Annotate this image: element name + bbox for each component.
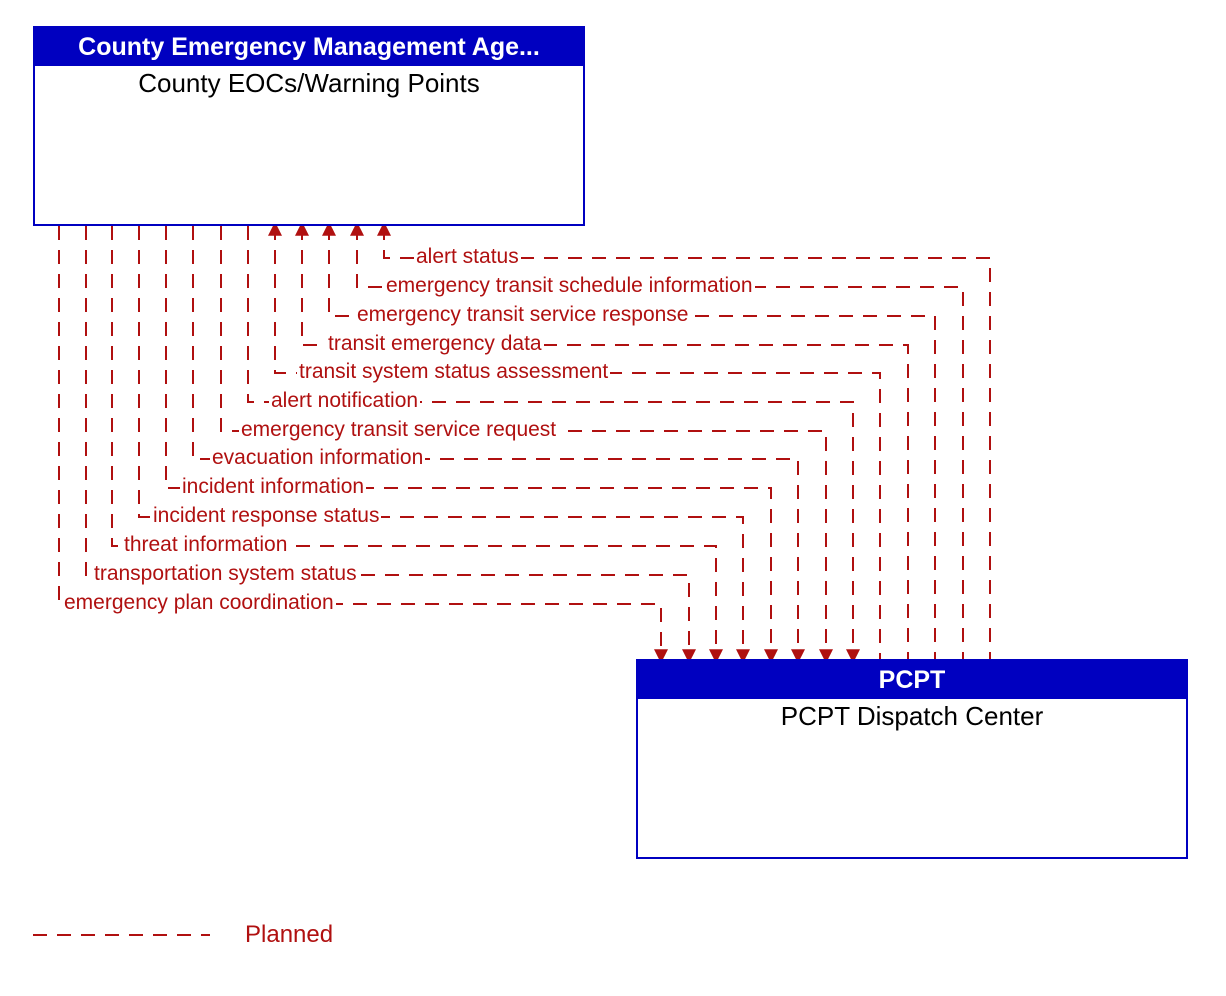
node-county-eoc: County Emergency Management Age... Count…	[33, 26, 585, 226]
flow-label: alert status	[414, 246, 521, 267]
flow-label: evacuation information	[210, 447, 425, 468]
node-county-eoc-body: County EOCs/Warning Points	[35, 66, 583, 101]
flow-label: emergency transit service response	[355, 304, 690, 325]
flow-label: incident response status	[151, 505, 381, 526]
flow-label: emergency transit service request	[239, 419, 558, 440]
flow-label: alert notification	[269, 390, 420, 411]
legend-planned-label: Planned	[245, 921, 333, 949]
node-pcpt-dispatch: PCPT PCPT Dispatch Center	[636, 659, 1188, 859]
node-county-eoc-header: County Emergency Management Age...	[35, 28, 583, 66]
flow-label: transit emergency data	[326, 333, 544, 354]
flow-label: threat information	[122, 534, 289, 555]
node-pcpt-dispatch-body: PCPT Dispatch Center	[638, 699, 1186, 734]
flow-label: incident information	[180, 476, 366, 497]
flow-label: emergency transit schedule information	[384, 275, 755, 296]
flow-label: transit system status assessment	[297, 361, 610, 382]
node-pcpt-dispatch-header: PCPT	[638, 661, 1186, 699]
flow-label: transportation system status	[92, 563, 359, 584]
flow-label: emergency plan coordination	[62, 592, 336, 613]
